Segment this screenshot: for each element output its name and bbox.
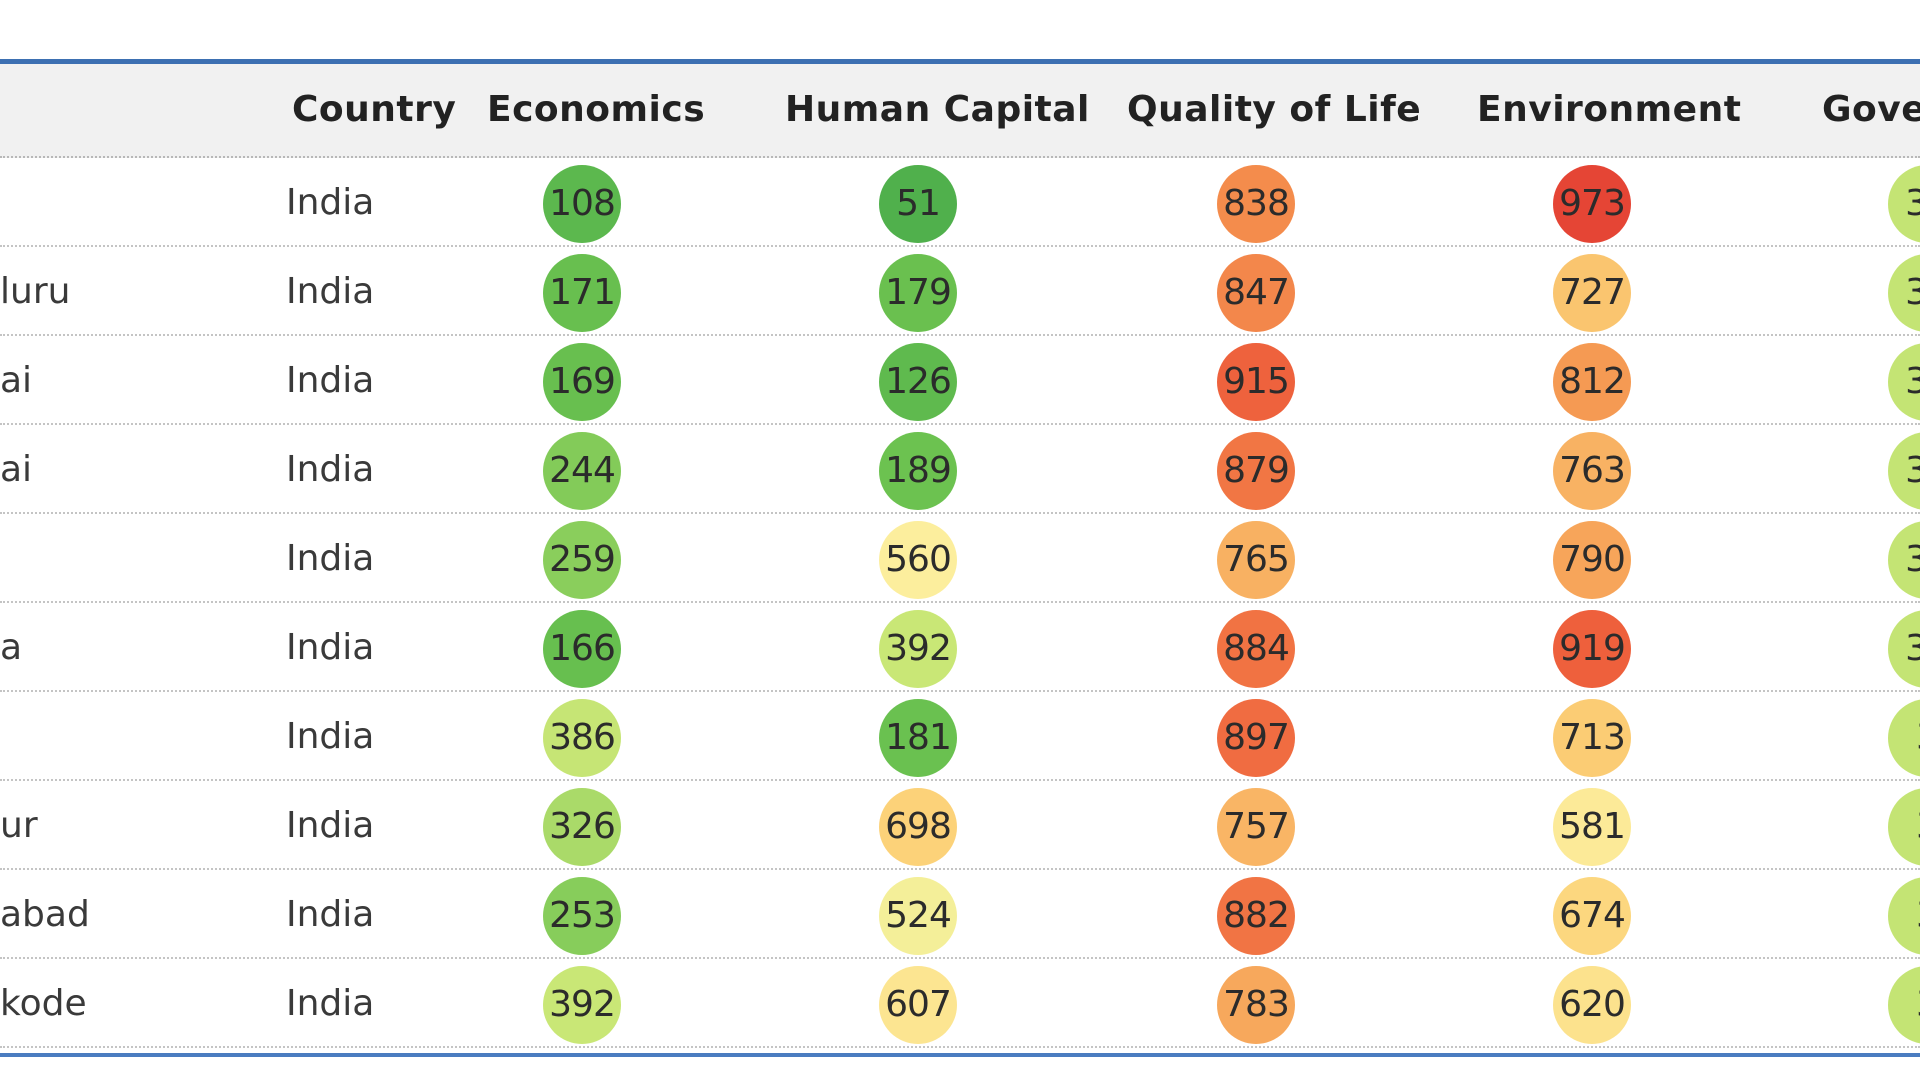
- city-name: abad: [0, 894, 90, 935]
- human-capital-badge: 179: [879, 254, 957, 332]
- environment-badge: 812: [1553, 343, 1631, 421]
- environment-badge: 763: [1553, 432, 1631, 510]
- table-row: India 386 181 897 713 3: [0, 692, 1920, 781]
- environment-badge: 919: [1553, 610, 1631, 688]
- header-environment[interactable]: Environment: [1477, 89, 1742, 130]
- governance-badge: 3: [1888, 966, 1920, 1044]
- quality-of-life-badge: 897: [1217, 699, 1295, 777]
- table-row: ai India 169 126 915 812 38: [0, 336, 1920, 425]
- country-name: India: [286, 983, 375, 1024]
- table-row: kode India 392 607 783 620 3: [0, 959, 1920, 1048]
- country-name: India: [286, 894, 375, 935]
- environment-badge: 790: [1553, 521, 1631, 599]
- governance-badge: 38: [1888, 521, 1920, 599]
- header-quality-of-life[interactable]: Quality of Life: [1127, 89, 1422, 130]
- table-frame: Country Economics Human Capital Quality …: [0, 59, 1920, 1057]
- human-capital-badge: 524: [879, 877, 957, 955]
- human-capital-badge: 181: [879, 699, 957, 777]
- quality-of-life-badge: 915: [1217, 343, 1295, 421]
- country-name: India: [286, 360, 375, 401]
- governance-badge: 3: [1888, 699, 1920, 777]
- environment-badge: 620: [1553, 966, 1631, 1044]
- economics-badge: 392: [543, 966, 621, 1044]
- quality-of-life-badge: 879: [1217, 432, 1295, 510]
- human-capital-badge: 560: [879, 521, 957, 599]
- economics-badge: 244: [543, 432, 621, 510]
- header-economics[interactable]: Economics: [487, 89, 706, 130]
- governance-badge: 38: [1888, 432, 1920, 510]
- table-row: ai India 244 189 879 763 38: [0, 425, 1920, 514]
- governance-badge: 38: [1888, 165, 1920, 243]
- table-body: India 108 51 838 973 38 luru India 171 179 847 727 3…: [0, 158, 1920, 1048]
- governance-badge: 38: [1888, 254, 1920, 332]
- governance-badge: 3: [1888, 877, 1920, 955]
- table-row: India 108 51 838 973 38: [0, 158, 1920, 247]
- quality-of-life-badge: 847: [1217, 254, 1295, 332]
- environment-badge: 973: [1553, 165, 1631, 243]
- human-capital-badge: 607: [879, 966, 957, 1044]
- quality-of-life-badge: 765: [1217, 521, 1295, 599]
- country-name: India: [286, 182, 375, 223]
- country-name: India: [286, 449, 375, 490]
- human-capital-badge: 392: [879, 610, 957, 688]
- environment-badge: 581: [1553, 788, 1631, 866]
- governance-badge: 3: [1888, 788, 1920, 866]
- city-index-table: Country Economics Human Capital Quality …: [0, 64, 1920, 1048]
- quality-of-life-badge: 783: [1217, 966, 1295, 1044]
- city-name: ai: [0, 360, 33, 401]
- economics-badge: 108: [543, 165, 621, 243]
- human-capital-badge: 189: [879, 432, 957, 510]
- economics-badge: 171: [543, 254, 621, 332]
- table-row: abad India 253 524 882 674 3: [0, 870, 1920, 959]
- table-row: a India 166 392 884 919 38: [0, 603, 1920, 692]
- human-capital-badge: 126: [879, 343, 957, 421]
- country-name: India: [286, 271, 375, 312]
- table-header: Country Economics Human Capital Quality …: [0, 64, 1920, 158]
- country-name: India: [286, 716, 375, 757]
- environment-badge: 727: [1553, 254, 1631, 332]
- economics-badge: 169: [543, 343, 621, 421]
- header-human-capital[interactable]: Human Capital: [785, 89, 1090, 130]
- city-name: ur: [0, 805, 38, 846]
- quality-of-life-badge: 882: [1217, 877, 1295, 955]
- country-name: India: [286, 805, 375, 846]
- table-row: India 259 560 765 790 38: [0, 514, 1920, 603]
- table-row: ur India 326 698 757 581 3: [0, 781, 1920, 870]
- quality-of-life-badge: 757: [1217, 788, 1295, 866]
- human-capital-badge: 698: [879, 788, 957, 866]
- governance-badge: 38: [1888, 343, 1920, 421]
- city-name: a: [0, 627, 23, 668]
- header-governance[interactable]: Gove: [1822, 89, 1920, 130]
- city-name: luru: [0, 271, 71, 312]
- economics-badge: 259: [543, 521, 621, 599]
- economics-badge: 166: [543, 610, 621, 688]
- city-name: kode: [0, 983, 87, 1024]
- country-name: India: [286, 627, 375, 668]
- human-capital-badge: 51: [879, 165, 957, 243]
- quality-of-life-badge: 884: [1217, 610, 1295, 688]
- country-name: India: [286, 538, 375, 579]
- environment-badge: 674: [1553, 877, 1631, 955]
- quality-of-life-badge: 838: [1217, 165, 1295, 243]
- table-row: luru India 171 179 847 727 38: [0, 247, 1920, 336]
- governance-badge: 38: [1888, 610, 1920, 688]
- environment-badge: 713: [1553, 699, 1631, 777]
- economics-badge: 253: [543, 877, 621, 955]
- header-country[interactable]: Country: [292, 89, 457, 130]
- economics-badge: 326: [543, 788, 621, 866]
- economics-badge: 386: [543, 699, 621, 777]
- city-name: ai: [0, 449, 33, 490]
